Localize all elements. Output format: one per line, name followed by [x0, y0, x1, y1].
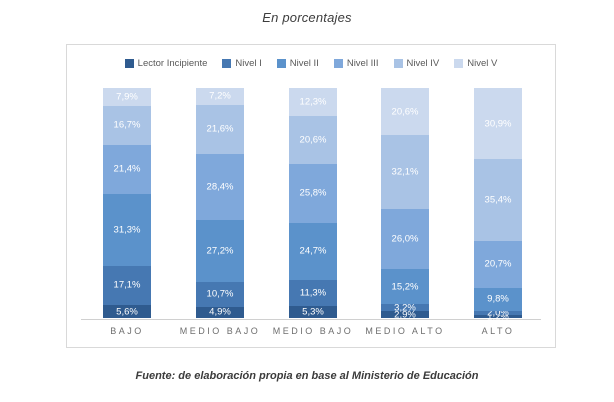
- value-label: 12,3%: [299, 96, 327, 108]
- bar-2: 4,9% 10,7% 27,2% 28,4% 21,6% 7,2%: [196, 88, 244, 318]
- bar-segment: 11,3%: [289, 279, 337, 306]
- bar-1: 5,6% 17,1% 31,3% 21,4% 16,7% 7,9%: [103, 88, 151, 318]
- value-label: 25,8%: [299, 187, 327, 199]
- bar-segment: 20,6%: [381, 88, 429, 136]
- value-label: 35,4%: [484, 194, 512, 206]
- legend-item: Nivel IV: [393, 58, 440, 69]
- value-label: 2,9%: [394, 308, 416, 320]
- bar-5: 1,2% 2,0% 9,8% 20,7% 35,4% 30,9%: [474, 88, 522, 321]
- value-label: 31,3%: [113, 224, 141, 236]
- bar-segment: 21,6%: [196, 104, 244, 155]
- bar-segment: 21,4%: [103, 144, 151, 194]
- value-label: 26,0%: [391, 233, 419, 245]
- bar-segment: 30,9%: [474, 88, 522, 160]
- chart-area: Lector Incipiente Nivel I Nivel II Nivel II…: [66, 44, 556, 348]
- bar-segment: 20,7%: [474, 240, 522, 289]
- bar-segment: 28,4%: [196, 154, 244, 220]
- legend-item: Nivel I: [222, 58, 262, 69]
- value-label: 28,4%: [206, 181, 234, 193]
- category-label: MEDIO ALTO: [365, 326, 445, 336]
- bar-segment: 5,3%: [289, 305, 337, 318]
- source-note: Fuente: de elaboración propia en base al…: [135, 370, 479, 382]
- legend-item: Nivel III: [333, 58, 379, 69]
- value-label: 1,2%: [487, 310, 509, 322]
- legend-label: Nivel IV: [406, 58, 440, 69]
- bar-segment: 16,7%: [103, 106, 151, 145]
- bar-segment: 32,1%: [381, 135, 429, 210]
- bar-4: 2,9% 3,2% 15,2% 26,0% 32,1% 20,6%: [381, 88, 429, 320]
- legend: Lector Incipiente Nivel I Nivel II Nivel II…: [67, 58, 555, 69]
- value-label: 32,1%: [391, 166, 419, 178]
- bar-segment: 7,2%: [196, 88, 244, 105]
- bar-segment: 35,4%: [474, 159, 522, 241]
- value-label: 20,7%: [484, 258, 512, 270]
- value-label: 9,8%: [487, 293, 509, 305]
- bar-segment: 4,9%: [196, 306, 244, 318]
- bar-segment: 10,7%: [196, 282, 244, 307]
- legend-label: Nivel II: [289, 58, 319, 69]
- value-label: 11,3%: [299, 287, 327, 299]
- legend-swatch-icon: [222, 59, 232, 68]
- value-label: 17,1%: [113, 279, 141, 291]
- legend-item: Nivel V: [454, 58, 497, 69]
- bar-segment: 12,3%: [289, 88, 337, 117]
- bar-segment: 24,7%: [289, 223, 337, 280]
- value-label: 2,0%: [487, 307, 509, 319]
- bar-segment: 2,0%: [474, 307, 522, 319]
- value-label: 10,7%: [206, 288, 234, 300]
- value-label: 20,6%: [391, 105, 419, 117]
- value-label: 21,4%: [113, 163, 141, 175]
- value-label: 16,7%: [113, 119, 141, 131]
- value-label: 15,2%: [391, 280, 419, 292]
- value-label: 24,7%: [299, 245, 327, 257]
- bar-segment: 26,0%: [381, 209, 429, 270]
- legend-swatch-icon: [454, 59, 464, 68]
- bar-segment: 7,9%: [103, 88, 151, 107]
- category-label: MEDIO BAJO: [272, 326, 354, 336]
- value-label: 4,9%: [209, 306, 231, 318]
- bar-3: 5,3% 11,3% 24,7% 25,8% 20,6% 12,3%: [289, 88, 337, 318]
- legend-swatch-icon: [333, 59, 343, 68]
- value-label: 5,6%: [116, 305, 138, 317]
- bar-segment: 9,8%: [474, 288, 522, 311]
- bar-segment: 17,1%: [103, 265, 151, 306]
- value-label: 3,2%: [394, 301, 416, 313]
- x-axis-line: [81, 319, 541, 320]
- bar-segment: 31,3%: [103, 193, 151, 266]
- bar-segment: 27,2%: [196, 219, 244, 283]
- legend-label: Nivel I: [235, 58, 262, 69]
- legend-label: Nivel V: [467, 58, 498, 69]
- category-label: BAJO: [110, 326, 144, 336]
- bar-segment: 1,2%: [474, 312, 522, 321]
- legend-label: Nivel III: [346, 58, 379, 69]
- category-label: MEDIO BAJO: [179, 326, 261, 336]
- legend-item: Lector Incipiente: [124, 58, 208, 69]
- bar-segment: 20,6%: [289, 116, 337, 164]
- legend-swatch-icon: [276, 59, 286, 68]
- bar-segment: 3,2%: [381, 301, 429, 313]
- value-label: 7,2%: [209, 90, 231, 102]
- value-label: 27,2%: [206, 245, 234, 257]
- bar-segment: 25,8%: [289, 163, 337, 224]
- value-label: 7,9%: [116, 91, 138, 103]
- bar-segment: 5,6%: [103, 305, 151, 318]
- bar-segment: 15,2%: [381, 269, 429, 304]
- value-label: 21,6%: [206, 123, 234, 135]
- legend-label: Lector Incipiente: [137, 58, 208, 69]
- bar-segment: 2,9%: [381, 308, 429, 320]
- value-label: 20,6%: [299, 134, 327, 146]
- legend-swatch-icon: [124, 59, 134, 68]
- legend-swatch-icon: [393, 59, 403, 68]
- value-label: 5,3%: [302, 306, 324, 318]
- category-label: ALTO: [481, 326, 515, 336]
- chart-title: En porcentajes: [262, 10, 352, 25]
- value-label: 30,9%: [484, 117, 512, 129]
- legend-item: Nivel II: [276, 58, 319, 69]
